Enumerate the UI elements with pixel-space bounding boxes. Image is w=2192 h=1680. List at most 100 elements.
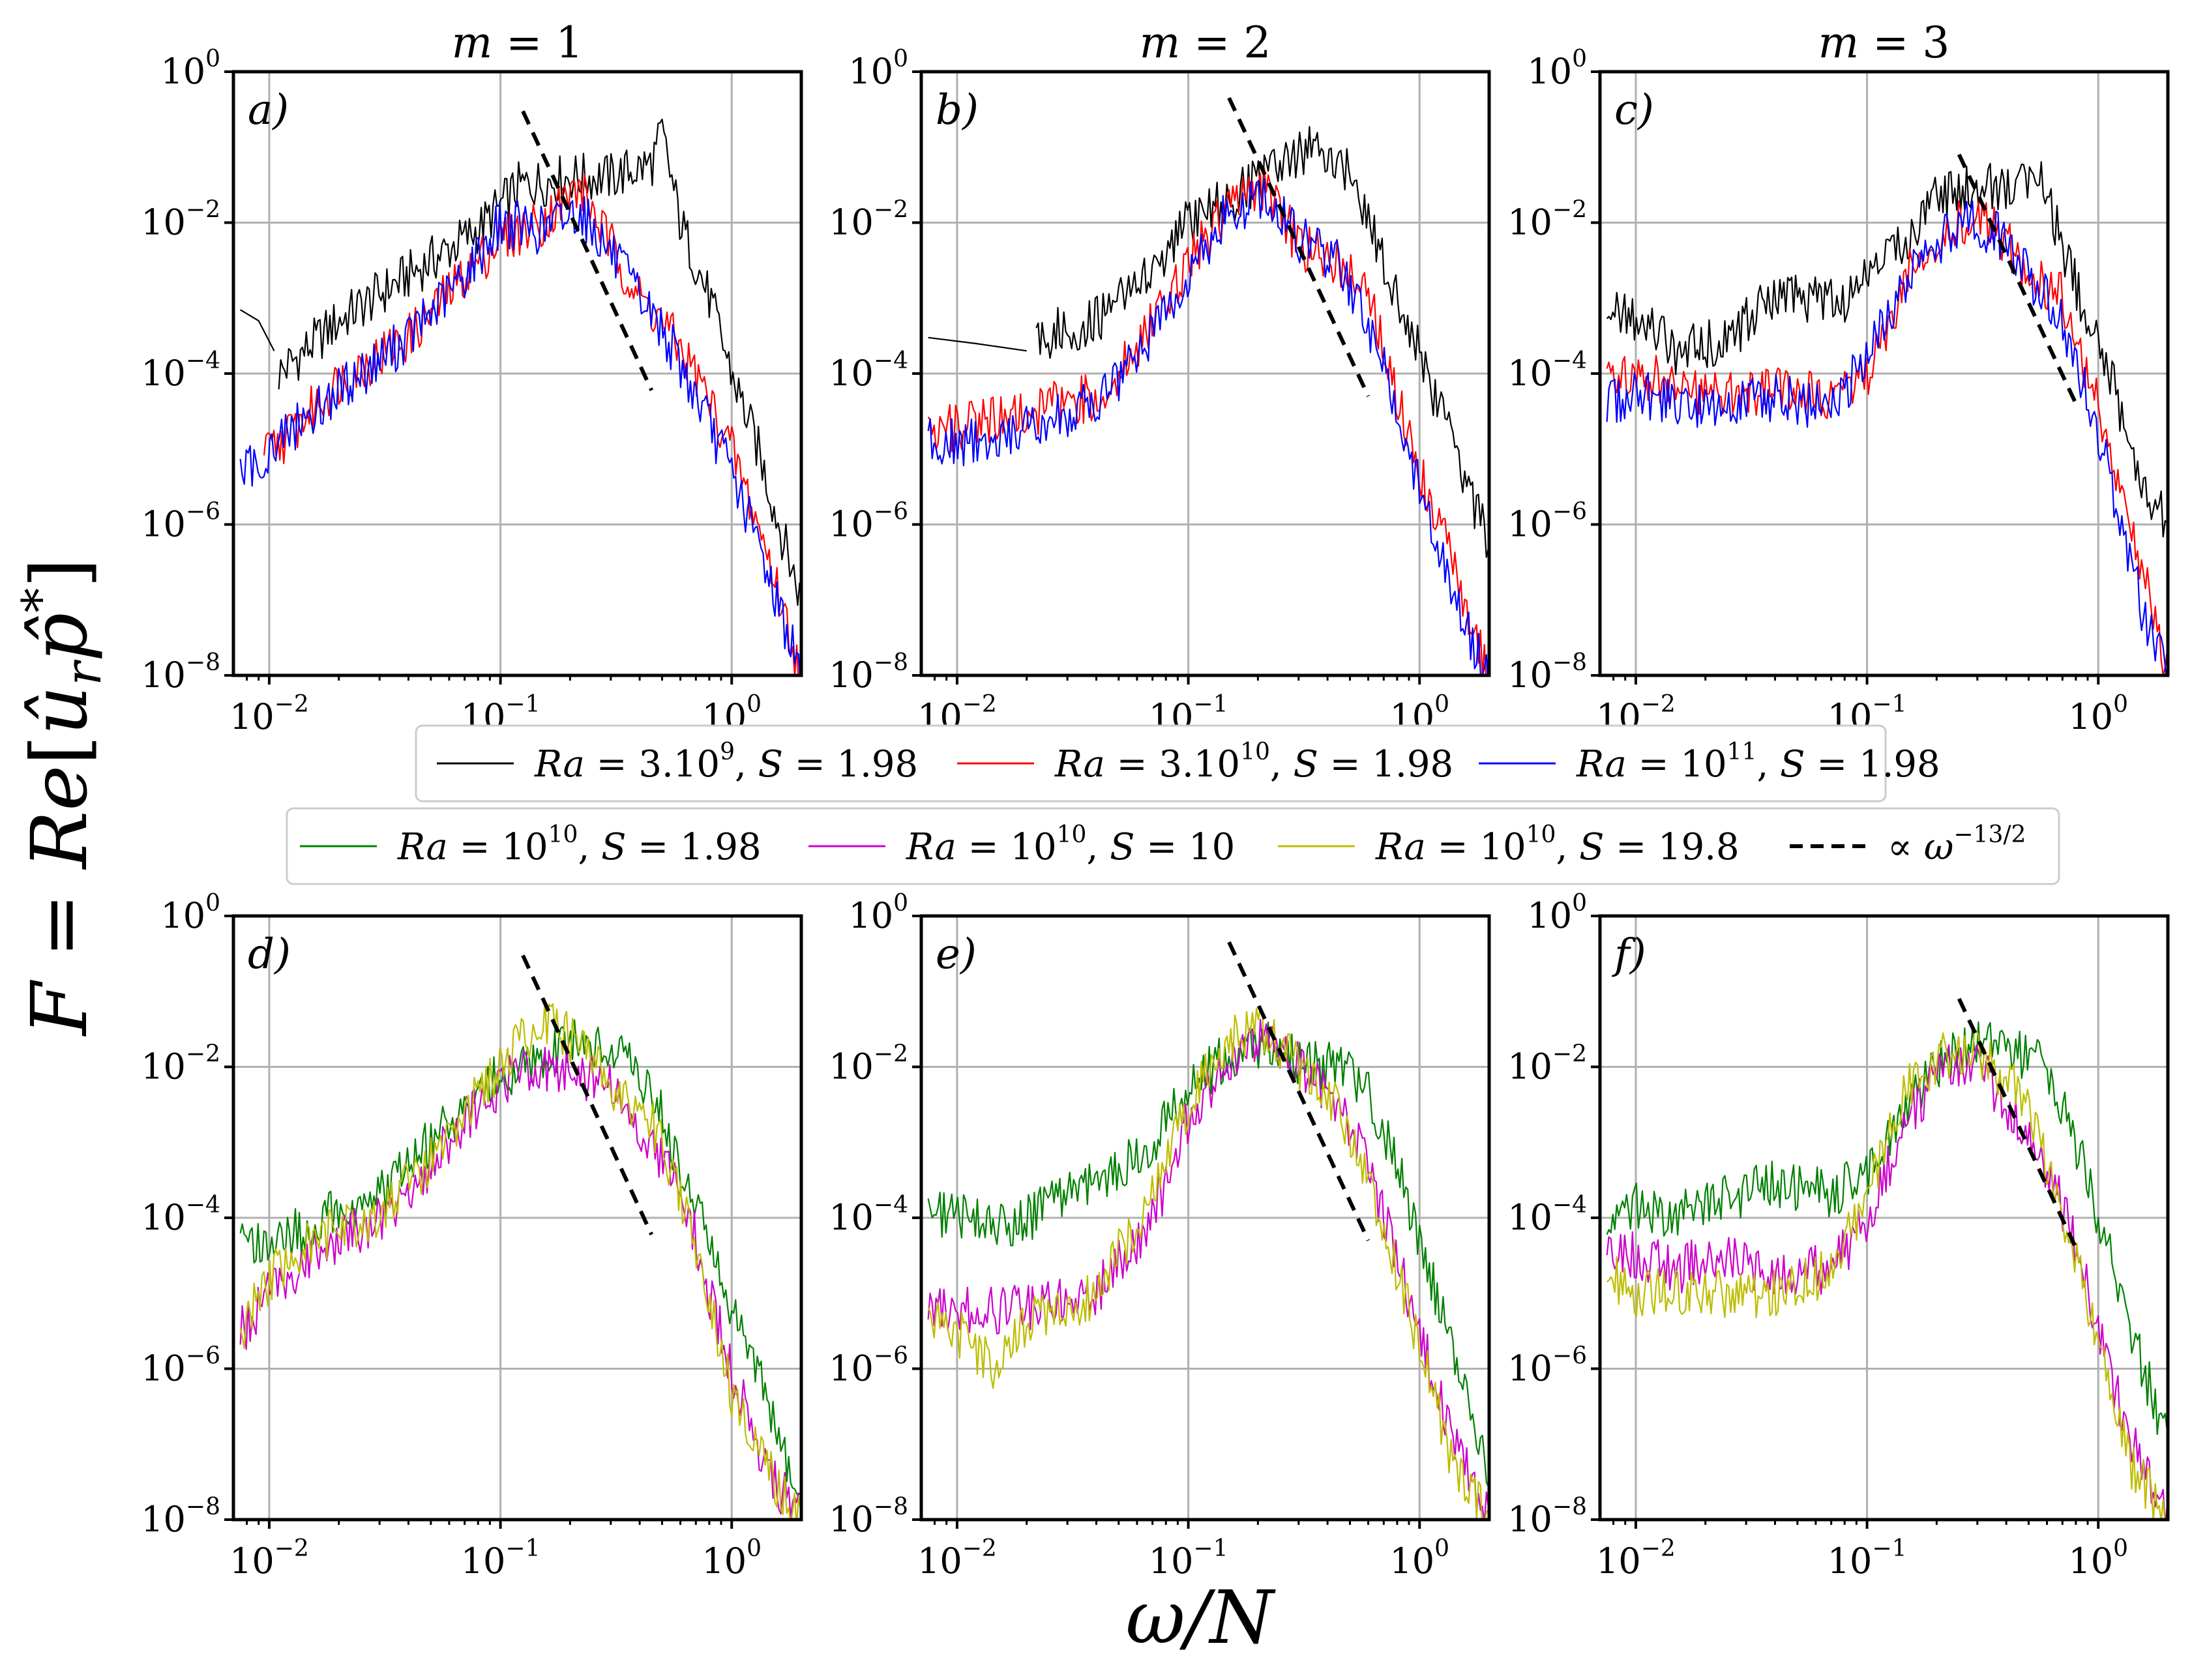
title-num: 1 (555, 18, 583, 68)
y-tick-label: 10−4 (141, 347, 220, 394)
title-equals: = (492, 18, 555, 68)
legend-entry: Ra = 1011, S = 1.98 (1479, 739, 1940, 786)
legend-s-value: 1.98 (1859, 743, 1940, 786)
y-tick-label: 10−4 (1507, 347, 1587, 394)
tick-base: 10 (141, 1197, 186, 1238)
legend-ra: Ra (1375, 826, 1426, 868)
ylabel-equals: = (14, 868, 104, 982)
tick-exponent: −6 (1552, 499, 1587, 525)
legend-box (415, 724, 1887, 803)
y-tick-label: 10−8 (1507, 1494, 1587, 1540)
series-line (927, 177, 1488, 675)
tick-exponent: −2 (1641, 691, 1676, 718)
series-line (927, 1006, 1489, 1520)
legend-s-value: 10 (1189, 826, 1235, 868)
tick-exponent: −1 (1872, 691, 1906, 718)
tick-exponent: −1 (505, 1535, 540, 1562)
y-tick-label: 10−4 (829, 347, 908, 394)
panel-letter: f) (1612, 930, 1646, 979)
tick-base: 10 (1507, 655, 1552, 696)
series-line (263, 173, 801, 675)
tick-base: 10 (141, 202, 186, 243)
legend-exponent: 9 (720, 739, 735, 765)
legend-equals: = (585, 743, 639, 786)
tick-exponent: 0 (1572, 890, 1587, 917)
tick-exponent: −1 (1193, 691, 1228, 718)
panel-letter: b) (936, 86, 979, 134)
ylabel-superscript: * (11, 588, 69, 613)
series-group (927, 941, 1489, 1520)
title-equals: = (1859, 18, 1922, 68)
tick-exponent: −1 (505, 691, 540, 718)
legend-label: Ra = 1010, S = 1.98 (397, 821, 762, 868)
panel-title: m = 3 (1818, 18, 1950, 68)
grid (1600, 915, 2168, 1521)
x-tick-label: 100 (702, 1535, 762, 1582)
series-line (927, 167, 1487, 675)
ylabel-u-hat: û (14, 686, 104, 735)
x-tick-label: 10−2 (917, 1535, 997, 1582)
tick-exponent: 0 (893, 46, 908, 72)
legend-separator: , (1756, 743, 1780, 786)
legend-s: S (1110, 826, 1134, 868)
x-tick-label: 10−2 (230, 691, 309, 737)
tick-base: 10 (917, 1540, 962, 1582)
tick-exponent: 0 (205, 46, 220, 72)
ylabel-F: F (14, 979, 104, 1037)
legend-s-value: 1.98 (1372, 743, 1453, 786)
tick-base: 10 (1507, 202, 1552, 243)
panel-title: m = 2 (1140, 18, 1271, 68)
tick-base: 10 (848, 895, 893, 936)
legend-equals: = (1318, 743, 1372, 786)
tick-exponent: −1 (1872, 1535, 1906, 1562)
panel-letter: c) (1614, 86, 1654, 134)
x-tick-label: 10−1 (461, 1535, 541, 1582)
legend-equals: = (626, 826, 680, 868)
tick-base: 10 (829, 1197, 874, 1238)
y-tick-label: 10−2 (1507, 197, 1587, 243)
panel-letter: a) (248, 86, 289, 134)
tick-exponent: 0 (1572, 46, 1587, 72)
y-tick-label: 10−8 (829, 649, 908, 696)
legend-base: 10 (1680, 743, 1726, 786)
legend-exponent: 10 (1057, 821, 1087, 848)
tick-exponent: −4 (874, 347, 908, 374)
tick-exponent: −8 (186, 1494, 220, 1520)
panel-letter: e) (936, 930, 977, 979)
tick-exponent: −4 (186, 347, 220, 374)
tick-base: 10 (141, 1348, 186, 1389)
y-tick-label: 100 (848, 890, 908, 936)
y-tick-label: 10−6 (1507, 499, 1587, 545)
grid (921, 70, 1489, 677)
title-var: m (1140, 18, 1181, 68)
legend-entry: Ra = 3.1010, S = 1.98 (957, 739, 1453, 786)
y-tick-label: 10−8 (829, 1494, 908, 1540)
y-axis-label: F = Re[ûrp̂*] (11, 558, 112, 1037)
y-tick-label: 10−6 (829, 1343, 908, 1389)
series-line-segment (928, 336, 1027, 352)
tick-exponent: 0 (1434, 1535, 1449, 1562)
tick-exponent: −1 (1193, 1535, 1228, 1562)
y-tick-label: 100 (160, 46, 220, 92)
tick-exponent: −6 (1552, 1343, 1587, 1370)
title-num: 3 (1922, 18, 1949, 68)
y-tick-label: 10−2 (829, 1041, 908, 1087)
tick-base: 10 (829, 353, 874, 394)
series-line-segment (240, 309, 275, 351)
x-tick-label: 100 (2068, 1535, 2128, 1582)
tick-exponent: −4 (186, 1192, 220, 1218)
tick-base: 10 (141, 1499, 186, 1540)
tick-base: 10 (160, 895, 205, 936)
legend-separator: , (735, 743, 758, 786)
tick-exponent: 0 (2113, 691, 2128, 718)
tick-base: 10 (1389, 1540, 1434, 1582)
tick-exponent: −4 (874, 1192, 908, 1218)
y-tick-label: 100 (1527, 890, 1587, 936)
legend-base: 10 (1010, 826, 1056, 868)
tick-exponent: −2 (874, 197, 908, 224)
grid (921, 915, 1489, 1521)
series-line (239, 196, 801, 675)
x-tick-label: 10−2 (230, 1535, 309, 1582)
